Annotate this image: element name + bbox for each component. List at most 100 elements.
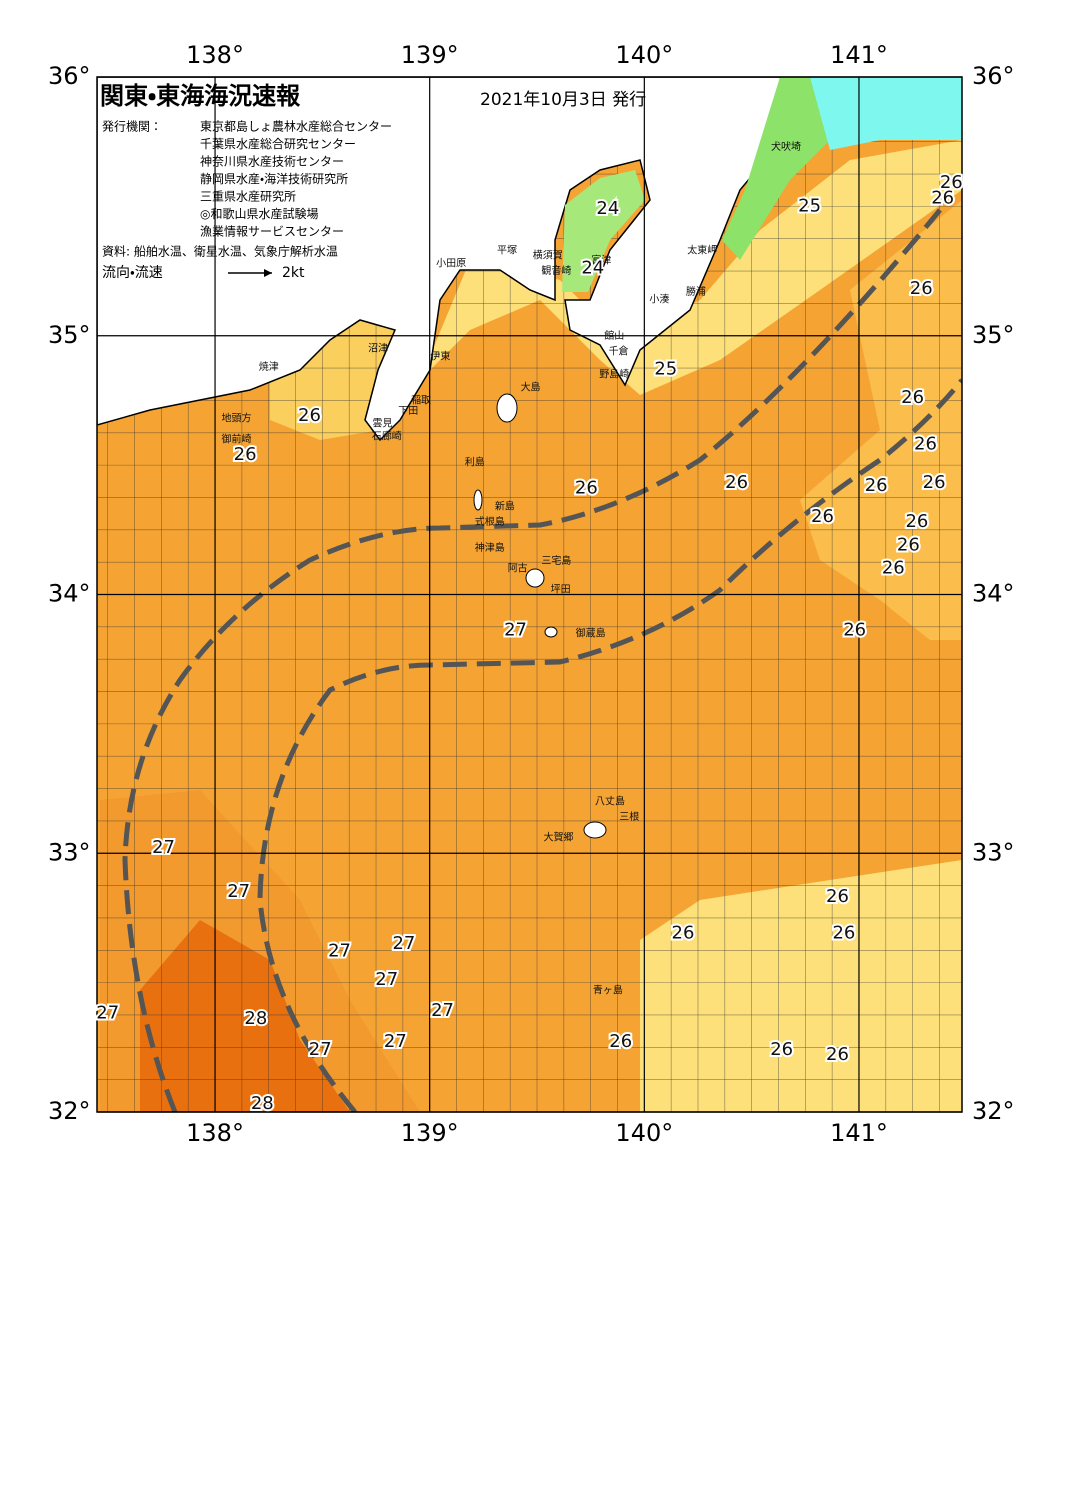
issuer: ◎和歌山県水産試験場 xyxy=(200,206,318,221)
temperature-label: 27 xyxy=(375,969,398,990)
temperature-label: 24 xyxy=(596,198,619,219)
temperature-label: 26 xyxy=(298,405,321,426)
temperature-label: 25 xyxy=(798,195,821,216)
x-tick-label: 140° xyxy=(615,41,673,69)
x-tick-label: 139° xyxy=(401,41,459,69)
land xyxy=(97,77,791,442)
coastal-zone xyxy=(420,140,962,395)
place-name: 観音崎 xyxy=(541,264,571,277)
y-tick-label: 35° xyxy=(972,321,1015,349)
y-tick-label: 36° xyxy=(48,62,91,90)
temperature-label: 26 xyxy=(843,620,866,641)
island xyxy=(496,393,518,423)
temperature-label: 26 xyxy=(575,477,598,498)
coastal-water xyxy=(722,77,830,260)
place-name: 阿古 xyxy=(508,562,528,575)
temperature-label: 26 xyxy=(672,922,695,943)
bay-water xyxy=(562,170,645,292)
place-name: 横須賀 xyxy=(533,249,563,262)
y-tick-label: 36° xyxy=(972,62,1015,90)
temperature-label: 26 xyxy=(901,387,924,408)
y-tick-label: 33° xyxy=(972,838,1015,866)
issuer: 漁業情報サービスセンター xyxy=(200,225,344,239)
place-name: 新島 xyxy=(495,500,515,513)
issuers-label: 発行機関： xyxy=(102,120,162,134)
y-tick-label: 34° xyxy=(48,580,91,608)
x-tick-label: 138° xyxy=(186,1119,244,1147)
place-name: 雲見 xyxy=(372,418,392,430)
sources: 資料: 船舶水温、衛星水温、気象庁解析水温 xyxy=(102,244,338,259)
temperature-label: 26 xyxy=(923,472,946,493)
temperature-label: 26 xyxy=(725,472,748,493)
place-name: 小田原 xyxy=(436,257,466,269)
y-tick-label: 32° xyxy=(972,1097,1015,1125)
temperature-label: 24 xyxy=(581,257,604,278)
temperature-label: 26 xyxy=(865,475,888,496)
temperature-label: 26 xyxy=(826,1044,849,1065)
temperature-label: 26 xyxy=(931,188,954,209)
temperature-label: 27 xyxy=(328,941,351,962)
place-name: 御前崎 xyxy=(222,432,252,445)
island xyxy=(583,821,607,839)
current-axis xyxy=(122,208,942,1112)
place-name: 勝浦 xyxy=(686,285,706,298)
place-name: 大賀郷 xyxy=(543,831,573,844)
place-name: 小湊 xyxy=(649,293,669,306)
place-name: 式根島 xyxy=(475,515,505,528)
place-name: 焼津 xyxy=(259,361,279,373)
title: 関東・東海海況速報 xyxy=(100,82,301,110)
place-name: 三宅島 xyxy=(541,554,571,567)
temperature-label: 25 xyxy=(654,358,677,379)
place-name: 坪田 xyxy=(551,582,571,595)
temperature-label: 26 xyxy=(882,558,905,579)
place-name: 平塚 xyxy=(497,244,517,256)
temperature-label: 26 xyxy=(609,1031,632,1052)
temperature-label: 26 xyxy=(811,506,834,527)
place-name: 地頭方 xyxy=(222,412,252,425)
place-name: 千倉 xyxy=(609,345,629,357)
place-name: 大島 xyxy=(521,381,541,394)
temperature-label: 27 xyxy=(227,881,250,902)
place-name: 神津島 xyxy=(475,541,505,554)
x-tick-label: 138° xyxy=(186,41,244,69)
place-name: 太東岬 xyxy=(687,243,717,256)
legend-scale: 2kt xyxy=(282,265,305,281)
temperature-label: 28 xyxy=(244,1008,267,1029)
place-name: 御蔵島 xyxy=(576,626,606,639)
temperature-label: 26 xyxy=(234,444,257,465)
place-name: 犬吠埼 xyxy=(771,140,801,153)
temperature-label: 28 xyxy=(251,1093,274,1114)
issuer: 三重県水産研究所 xyxy=(200,190,296,204)
temperature-label: 27 xyxy=(309,1039,332,1060)
place-name: 館山 xyxy=(604,329,624,342)
temperature-label: 27 xyxy=(152,837,175,858)
island xyxy=(544,626,558,638)
island xyxy=(525,568,545,588)
temperature-label: 26 xyxy=(910,278,933,299)
island xyxy=(473,489,483,511)
temperature-label: 26 xyxy=(940,172,963,193)
temperature-label: 26 xyxy=(826,886,849,907)
y-tick-label: 35° xyxy=(48,321,91,349)
issuer: 千葉県水産総合研究センター xyxy=(200,136,356,151)
x-tick-label: 139° xyxy=(401,1119,459,1147)
y-tick-label: 34° xyxy=(972,580,1015,608)
temperature-label: 26 xyxy=(914,433,937,454)
y-tick-label: 33° xyxy=(48,838,91,866)
temperature-label: 26 xyxy=(770,1039,793,1060)
issuers: 東京都島しょ農林水産総合センター千葉県水産総合研究センター神奈川県水産技術センタ… xyxy=(200,119,392,239)
place-name: 利島 xyxy=(465,456,485,469)
place-name: 稲取 xyxy=(411,394,431,406)
place-name: 青ヶ島 xyxy=(593,983,623,996)
issuer: 静岡県水産・海洋技術研究所 xyxy=(200,171,348,186)
temperature-label: 27 xyxy=(96,1003,119,1024)
temperature-label: 27 xyxy=(392,933,415,954)
place-name: 沼津 xyxy=(368,342,388,355)
legend-label: 流向・流速 xyxy=(102,265,163,281)
x-tick-label: 141° xyxy=(830,41,888,69)
legend-arrowhead xyxy=(264,269,272,277)
place-name: 野島崎 xyxy=(599,368,629,381)
coastal-water xyxy=(810,77,962,150)
place-name: 石廊崎 xyxy=(372,430,402,443)
